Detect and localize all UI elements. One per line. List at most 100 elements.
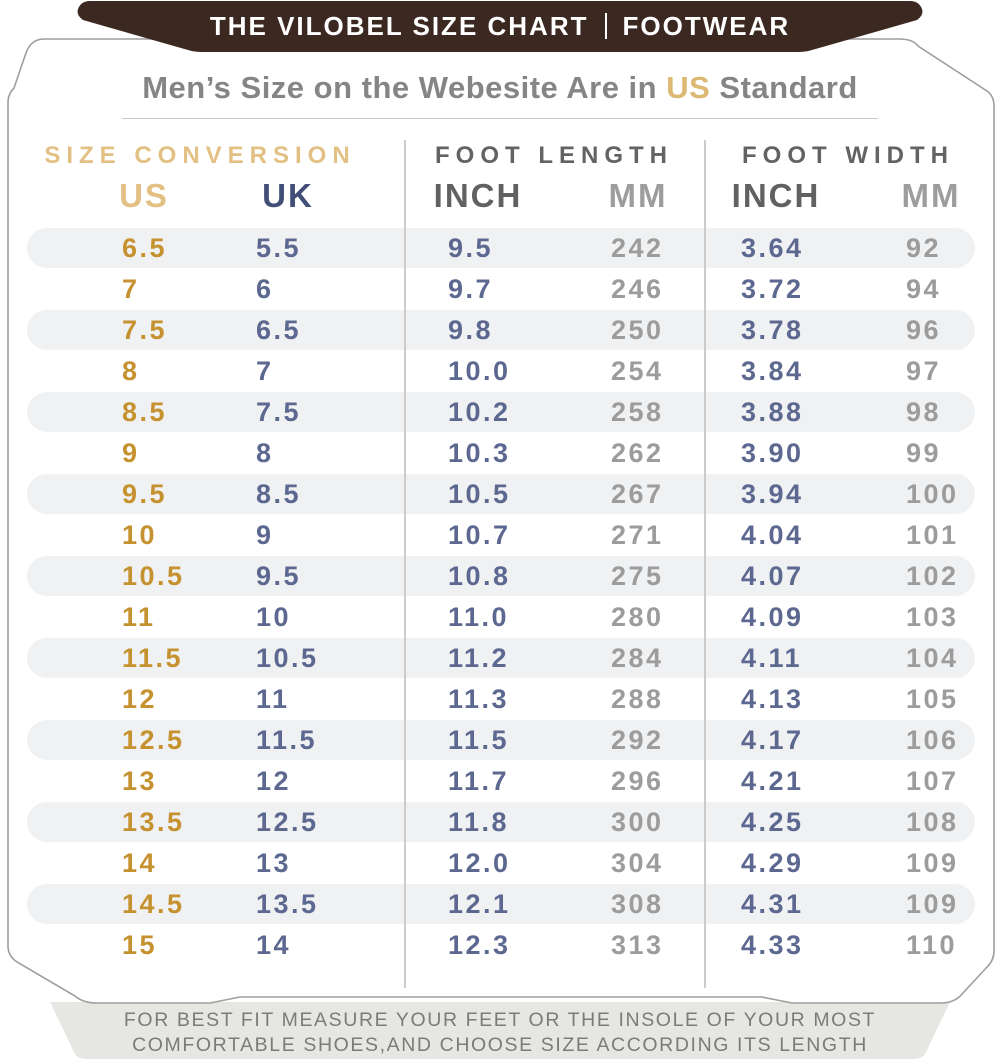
cell-length-inch: 10.0: [448, 356, 511, 386]
cell-uk: 9.5: [256, 561, 302, 591]
cell-us: 9: [122, 438, 140, 468]
table-row: 13.5 12.5 11.8 300 4.25 108: [0, 802, 1000, 843]
cell-us: 8.5: [122, 397, 168, 427]
cell-uk: 5.5: [256, 233, 302, 263]
cell-width-inch: 4.09: [741, 602, 804, 632]
table-row: 15 14 12.3 313 4.33 110: [0, 925, 1000, 966]
cell-length-mm: 292: [611, 725, 664, 755]
cell-length-mm: 250: [611, 315, 664, 345]
title-divider-line: [122, 118, 878, 119]
cell-us: 14.5: [122, 889, 185, 919]
cell-length-inch: 10.7: [448, 520, 511, 550]
cell-width-mm: 107: [906, 766, 959, 796]
footer-note-line1: FOR BEST FIT MEASURE YOUR FEET OR THE IN…: [123, 1009, 877, 1031]
cell-width-inch: 3.64: [741, 233, 804, 263]
column-header-uk: UK: [262, 177, 314, 214]
cell-width-inch: 4.31: [741, 889, 804, 919]
table-row: 6.5 5.5 9.5 242 3.64 92: [0, 228, 1000, 269]
card-outline: [7, 38, 995, 1004]
cell-width-mm: 96: [906, 315, 942, 345]
table-row: 7.5 6.5 9.8 250 3.78 96: [0, 310, 1000, 351]
section-header-foot-width: FOOT WIDTH: [742, 142, 954, 169]
cell-uk: 10: [256, 602, 292, 632]
cell-width-mm: 102: [906, 561, 959, 591]
table-row: 14 13 12.0 304 4.29 109: [0, 843, 1000, 884]
cell-width-mm: 94: [906, 274, 942, 304]
cell-length-mm: 271: [611, 520, 664, 550]
cell-us: 12: [122, 684, 158, 714]
cell-length-mm: 296: [611, 766, 664, 796]
top-banner-shape: [77, 1, 923, 52]
cell-width-inch: 4.33: [741, 930, 804, 960]
table-row: 11 10 11.0 280 4.09 103: [0, 597, 1000, 638]
table-row: 7 6 9.7 246 3.72 94: [0, 269, 1000, 310]
cell-us: 14: [122, 848, 158, 878]
section-divider-2: [704, 140, 706, 988]
cell-width-mm: 109: [906, 889, 959, 919]
cell-uk: 9: [256, 520, 274, 550]
cell-us: 10: [122, 520, 158, 550]
cell-uk: 11.5: [256, 725, 318, 755]
section-header-foot-length: FOOT LENGTH: [435, 142, 673, 169]
cell-width-inch: 4.07: [741, 561, 804, 591]
cell-uk: 8.5: [256, 479, 302, 509]
cell-width-mm: 105: [906, 684, 959, 714]
cell-width-inch: 3.84: [741, 356, 804, 386]
cell-length-mm: 288: [611, 684, 664, 714]
title-suffix: Standard: [710, 70, 858, 105]
cell-width-inch: 4.29: [741, 848, 804, 878]
column-header-length-mm: MM: [608, 177, 668, 214]
cell-length-inch: 12.0: [448, 848, 511, 878]
top-banner: THE VILOBEL SIZE CHART FOOTWEAR: [0, 2, 1000, 50]
column-header-width-mm: MM: [901, 177, 961, 214]
cell-length-mm: 246: [611, 274, 664, 304]
cell-uk: 13: [256, 848, 292, 878]
cell-us: 13.5: [122, 807, 185, 837]
cell-us: 15: [122, 930, 158, 960]
section-header-size-conversion: SIZE CONVERSION: [44, 142, 356, 169]
cell-us: 9.5: [122, 479, 168, 509]
cell-width-inch: 3.94: [741, 479, 804, 509]
cell-uk: 6.5: [256, 315, 302, 345]
cell-length-inch: 11.8: [448, 807, 510, 837]
cell-width-inch: 3.90: [741, 438, 804, 468]
column-header-us: US: [119, 177, 169, 214]
cell-uk: 13.5: [256, 889, 319, 919]
banner-category-text: FOOTWEAR: [622, 10, 791, 41]
cell-length-mm: 254: [611, 356, 664, 386]
table-row: 12.5 11.5 11.5 292 4.17 106: [0, 720, 1000, 761]
cell-width-mm: 92: [906, 233, 942, 263]
cell-width-mm: 103: [906, 602, 959, 632]
cell-us: 6.5: [122, 233, 168, 263]
table-row: 8 7 10.0 254 3.84 97: [0, 351, 1000, 392]
column-header-length-inch: INCH: [433, 177, 523, 214]
table-row: 9 8 10.3 262 3.90 99: [0, 433, 1000, 474]
footer-note-line2: COMFORTABLE SHOES,AND CHOOSE SIZE ACCORD…: [132, 1034, 868, 1056]
table-row: 14.5 13.5 12.1 308 4.31 109: [0, 884, 1000, 925]
cell-width-mm: 101: [906, 520, 959, 550]
cell-width-mm: 99: [906, 438, 942, 468]
cell-length-inch: 10.8: [448, 561, 511, 591]
cell-us: 7.5: [122, 315, 168, 345]
cell-uk: 12: [256, 766, 292, 796]
cell-us: 8: [122, 356, 140, 386]
table-rows: 6.5 5.5 9.5 242 3.64 92 7 6 9.7 246 3.72 94 7.5 6.5 9.…: [0, 228, 1000, 966]
cell-width-inch: 3.88: [741, 397, 804, 427]
cell-length-mm: 280: [611, 602, 664, 632]
cell-width-mm: 98: [906, 397, 942, 427]
cell-us: 13: [122, 766, 158, 796]
cell-length-mm: 308: [611, 889, 664, 919]
cell-width-inch: 3.78: [741, 315, 804, 345]
cell-uk: 7.5: [256, 397, 302, 427]
cell-length-inch: 10.3: [448, 438, 511, 468]
table-row: 11.5 10.5 11.2 284 4.11 104: [0, 638, 1000, 679]
cell-width-inch: 4.13: [741, 684, 804, 714]
cell-length-mm: 313: [611, 930, 664, 960]
footer-note: FOR BEST FIT MEASURE YOUR FEET OR THE IN…: [0, 1008, 1000, 1058]
cell-length-mm: 284: [611, 643, 664, 673]
banner-brand-text: THE VILOBEL SIZE CHART: [209, 10, 589, 41]
cell-uk: 7: [256, 356, 274, 386]
cell-length-mm: 300: [611, 807, 664, 837]
